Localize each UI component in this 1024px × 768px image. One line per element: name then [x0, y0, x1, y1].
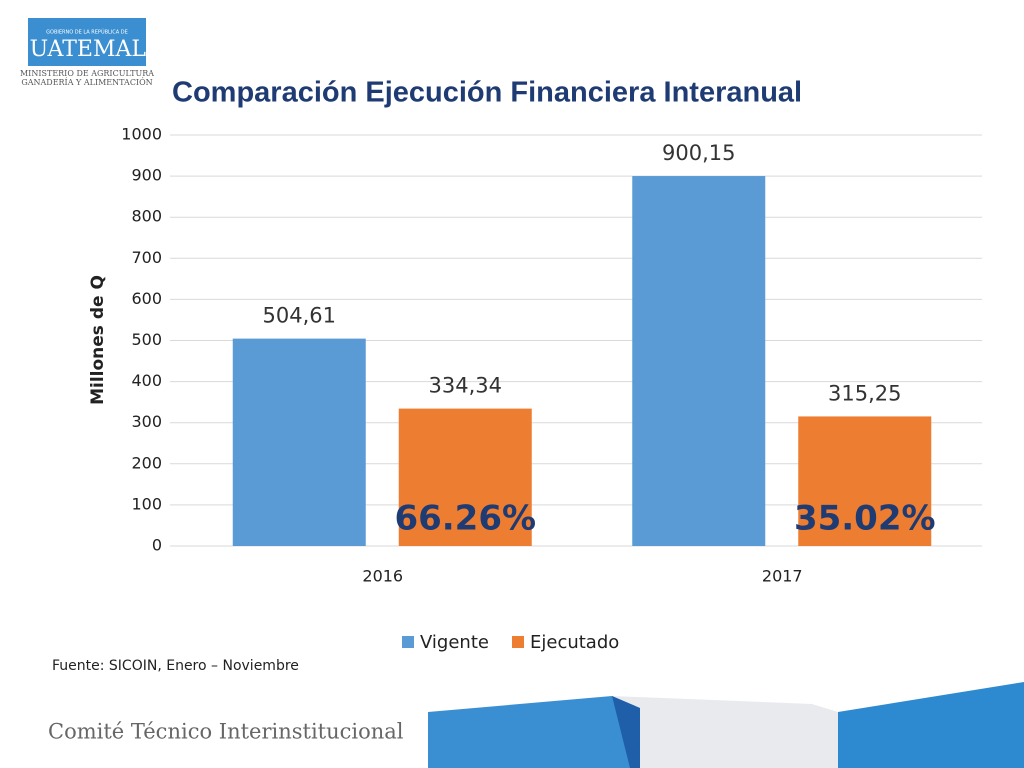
- logo-line: GANADERÍA Y ALIMENTACIÓN: [21, 78, 152, 87]
- y-tick-label: 100: [131, 494, 162, 513]
- annotation: 35.02%: [794, 499, 936, 539]
- value-label: 315,25: [828, 381, 901, 405]
- logo-name: GUATEMALA: [12, 37, 163, 62]
- footer: Comité Técnico Interinstitucional: [48, 720, 404, 744]
- x-tick-label: 2017: [762, 567, 803, 586]
- x-tick-label: 2016: [362, 567, 403, 586]
- legend-label: Ejecutado: [530, 632, 619, 653]
- y-tick-label: 300: [131, 412, 162, 431]
- value-label: 504,61: [263, 304, 336, 328]
- decor: [612, 696, 838, 768]
- legend-swatch: [402, 636, 414, 648]
- decor: [428, 696, 640, 768]
- chart-title: Comparación Ejecución Financiera Interan…: [172, 77, 802, 109]
- y-tick-label: 700: [131, 248, 162, 267]
- y-axis-label: Millones de Q: [88, 275, 108, 405]
- y-tick-label: 1000: [121, 125, 162, 144]
- decor: [838, 682, 1024, 768]
- bar: [232, 338, 366, 546]
- decor: [612, 696, 640, 768]
- y-tick-label: 400: [131, 371, 162, 390]
- legend-swatch: [512, 636, 524, 648]
- logo-banner: [28, 18, 146, 66]
- logo-line: MINISTERIO DE AGRICULTURA: [20, 69, 154, 78]
- annotation: 66.26%: [394, 499, 536, 539]
- value-label: 900,15: [662, 141, 735, 165]
- y-tick-label: 800: [131, 207, 162, 226]
- bar: [632, 176, 766, 547]
- y-tick-label: 200: [131, 453, 162, 472]
- y-tick-label: 0: [152, 536, 162, 555]
- y-tick-label: 900: [131, 166, 162, 185]
- value-label: 334,34: [429, 374, 502, 398]
- logo-top: GOBIERNO DE LA REPÚBLICA DE: [46, 29, 128, 36]
- bar: [798, 416, 932, 546]
- y-tick-label: 600: [131, 289, 162, 308]
- y-tick-label: 500: [131, 330, 162, 349]
- legend-label: Vigente: [420, 632, 489, 653]
- source: Fuente: SICOIN, Enero – Noviembre: [52, 658, 299, 674]
- bar: [398, 408, 532, 546]
